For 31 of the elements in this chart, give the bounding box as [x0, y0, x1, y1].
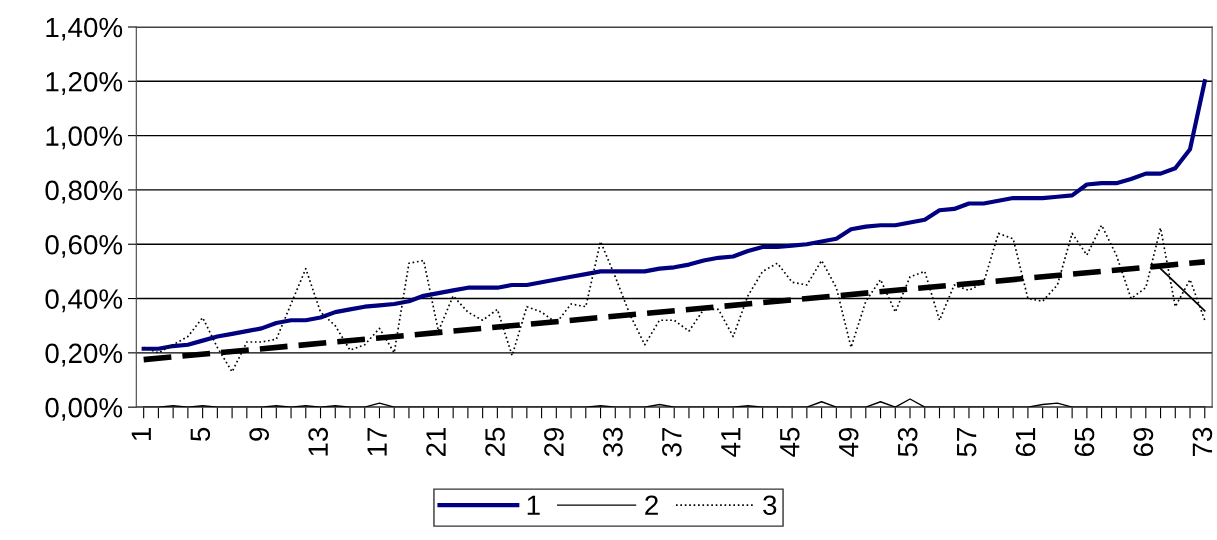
x-tick-label: 1 [131, 427, 151, 440]
y-tick-label: 0,20% [45, 343, 123, 367]
x-tick-label: 17 [367, 428, 387, 456]
x-tick-label: 49 [838, 427, 859, 457]
y-tick-label: 1,20% [46, 71, 123, 95]
line-series [141, 79, 1207, 351]
y-tick-label: 1,40% [46, 17, 123, 41]
x-tick-label: 33 [603, 427, 623, 457]
y-tick-label: 1,00% [46, 126, 123, 150]
x-tick-label: 37 [662, 428, 682, 457]
x-tick-label: 29 [544, 427, 564, 457]
x-tick-label: 21 [426, 427, 446, 457]
x-tick-label: 53 [897, 427, 918, 457]
x-tick-label: 5 [190, 427, 211, 441]
x-tick-label: 13 [308, 427, 328, 456]
legend-label: 1 [527, 495, 540, 515]
x-tick-label: 41 [721, 427, 741, 457]
x-tick-label: 65 [1074, 427, 1095, 457]
x-tick-label: 69 [1133, 427, 1154, 457]
y-tick-label: 0,60% [45, 234, 123, 258]
y-tick-label: 0,40% [45, 289, 123, 313]
legend-label: 2 [645, 495, 658, 515]
x-tick-label: 45 [780, 427, 800, 457]
x-tick-label: 73 [1192, 427, 1213, 457]
legend-label: 3 [763, 495, 777, 516]
x-tick-label: 9 [249, 427, 270, 441]
y-tick-label: 0,80% [45, 180, 123, 204]
y-tick-label: 0,00% [45, 397, 123, 421]
x-tick-label: 25 [485, 427, 505, 457]
x-tick-label: 57 [957, 428, 977, 457]
x-tick-label: 61 [1015, 427, 1036, 457]
